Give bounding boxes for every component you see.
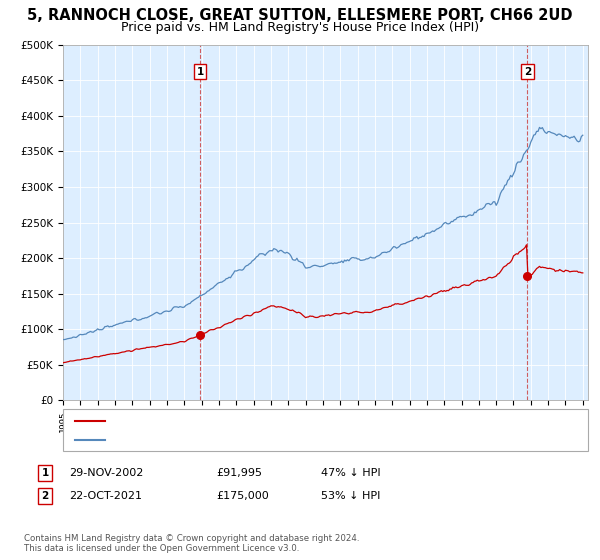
Text: 5, RANNOCH CLOSE, GREAT SUTTON, ELLESMERE PORT, CH66 2UD: 5, RANNOCH CLOSE, GREAT SUTTON, ELLESMER…: [27, 8, 573, 24]
Text: Contains HM Land Registry data © Crown copyright and database right 2024.
This d: Contains HM Land Registry data © Crown c…: [24, 534, 359, 553]
Text: 47% ↓ HPI: 47% ↓ HPI: [321, 468, 380, 478]
Text: £175,000: £175,000: [216, 491, 269, 501]
Text: 2: 2: [524, 67, 531, 77]
Text: 2: 2: [41, 491, 49, 501]
Text: 53% ↓ HPI: 53% ↓ HPI: [321, 491, 380, 501]
Text: 1: 1: [196, 67, 203, 77]
Text: Price paid vs. HM Land Registry's House Price Index (HPI): Price paid vs. HM Land Registry's House …: [121, 21, 479, 34]
Text: 29-NOV-2002: 29-NOV-2002: [69, 468, 143, 478]
Text: 1: 1: [41, 468, 49, 478]
Text: 22-OCT-2021: 22-OCT-2021: [69, 491, 142, 501]
Text: £91,995: £91,995: [216, 468, 262, 478]
Text: 5, RANNOCH CLOSE, GREAT SUTTON, ELLESMERE PORT, CH66 2UD (detached house): 5, RANNOCH CLOSE, GREAT SUTTON, ELLESMER…: [111, 416, 527, 426]
Text: HPI: Average price, detached house, Cheshire West and Chester: HPI: Average price, detached house, Ches…: [111, 435, 425, 445]
